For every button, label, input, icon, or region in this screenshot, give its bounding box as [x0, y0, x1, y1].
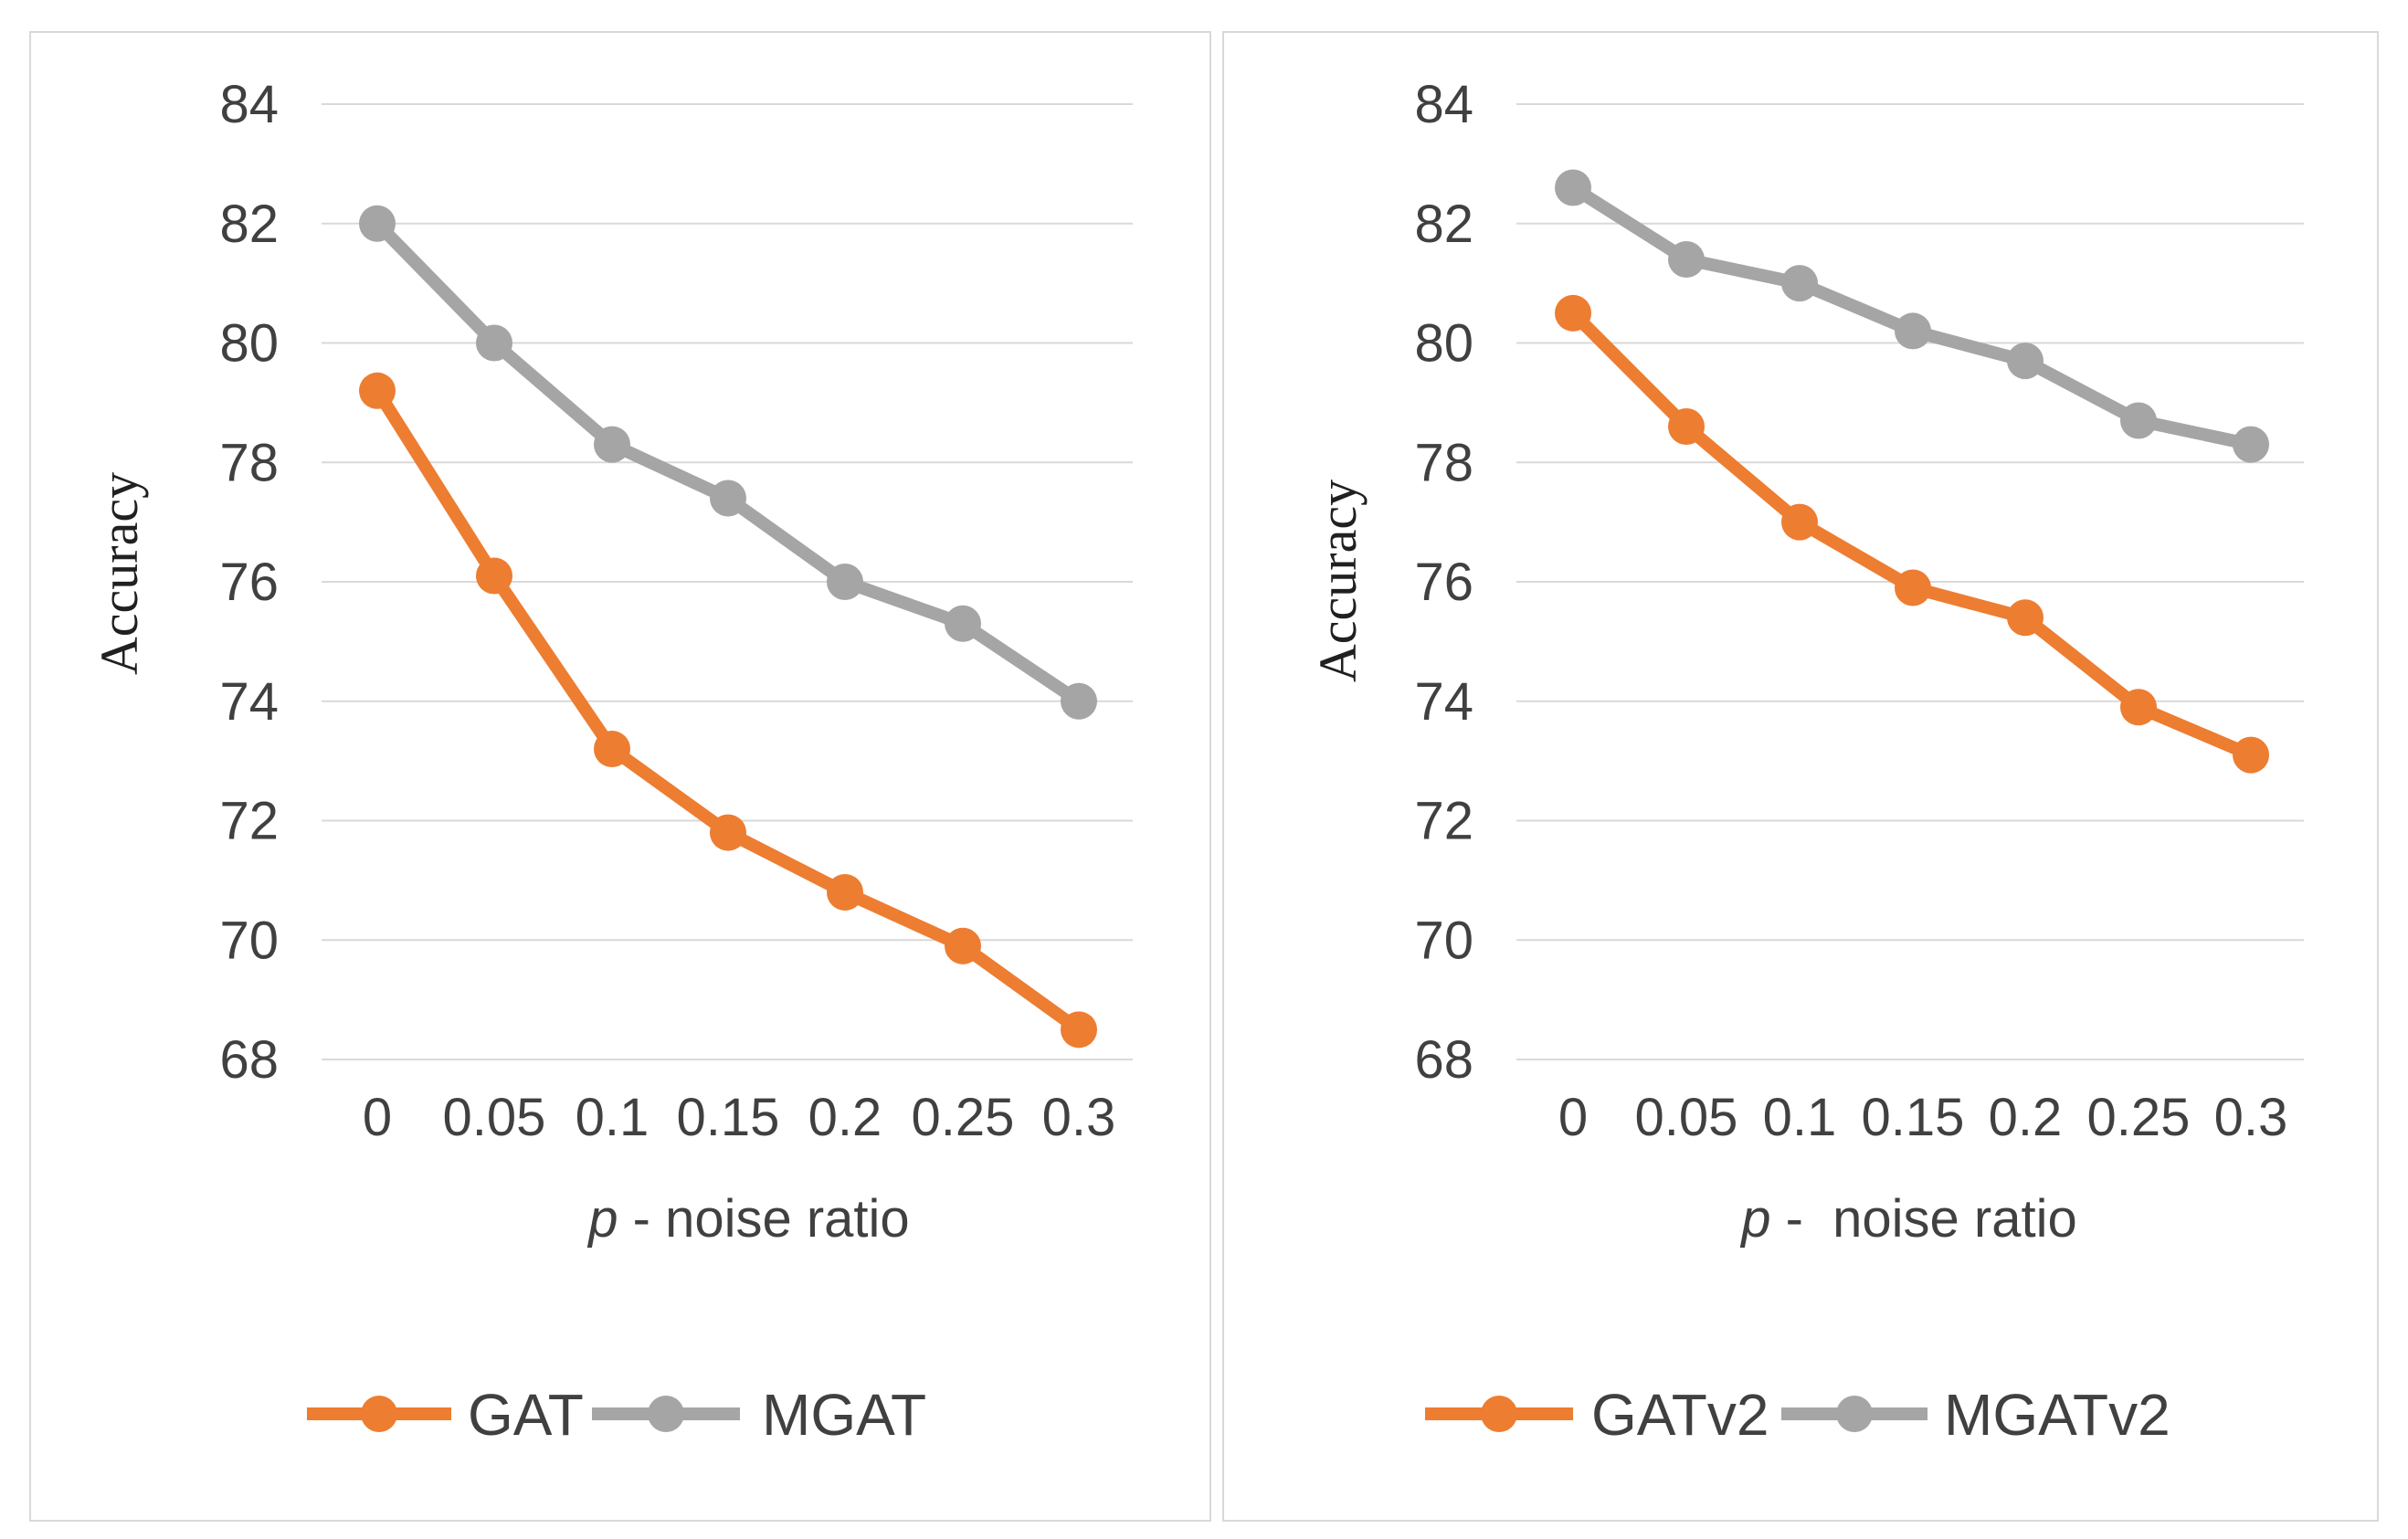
legend-marker-mgatv2: [1836, 1396, 1873, 1432]
legend-marker-gat: [361, 1396, 397, 1432]
y-axis-label: Accuracy: [1308, 480, 1368, 682]
data-point-gat: [359, 372, 396, 409]
y-axis-label: Accuracy: [90, 472, 149, 675]
legend-marker-gatv2: [1481, 1396, 1517, 1432]
y-tick-label: 80: [1414, 314, 1473, 374]
data-point-mgatv2: [1895, 312, 1931, 350]
y-tick-label: 74: [219, 672, 279, 732]
data-point-mgat: [594, 426, 630, 463]
data-point-gatv2: [2120, 689, 2157, 726]
x-axis-label: p - noise ratio: [1739, 1189, 2077, 1249]
y-tick-label: 84: [219, 75, 279, 134]
data-point-mgatv2: [2233, 426, 2269, 463]
data-point-gatv2: [2007, 599, 2044, 637]
data-point-gatv2: [1781, 503, 1818, 541]
x-tick-label: 0.15: [1862, 1088, 1965, 1147]
y-tick-label: 78: [219, 433, 279, 492]
x-tick-label: 0.05: [443, 1088, 546, 1147]
data-point-mgatv2: [1668, 240, 1705, 278]
y-tick-label: 76: [1414, 553, 1473, 612]
legend-label-mgat: MGAT: [762, 1382, 926, 1448]
data-point-gat: [945, 927, 981, 965]
x-tick-label: 0.05: [1635, 1088, 1738, 1147]
data-point-gat: [476, 557, 512, 595]
data-point-gat: [1061, 1011, 1097, 1049]
y-tick-label: 76: [219, 553, 279, 612]
data-point-mgatv2: [1555, 169, 1591, 206]
data-point-mgatv2: [1781, 265, 1818, 302]
x-axis-label: p - noise ratio: [586, 1189, 909, 1249]
x-tick-label: 0: [1558, 1088, 1588, 1147]
x-tick-label: 0.15: [677, 1088, 780, 1147]
data-point-mgat: [476, 324, 512, 362]
data-point-gatv2: [1668, 408, 1705, 446]
data-point-gatv2: [2233, 736, 2269, 774]
x-tick-label: 0.2: [1989, 1088, 2063, 1147]
data-point-gat: [710, 814, 746, 851]
data-point-mgat: [1061, 682, 1097, 720]
y-tick-label: 84: [1414, 75, 1473, 134]
y-tick-label: 74: [1414, 672, 1473, 732]
y-tick-label: 68: [219, 1030, 279, 1090]
legend-marker-mgat: [648, 1396, 684, 1432]
y-tick-label: 82: [219, 195, 279, 254]
y-tick-label: 70: [219, 911, 279, 970]
legend-label-gatv2: GATv2: [1591, 1382, 1769, 1448]
x-tick-label: 0.1: [576, 1088, 650, 1147]
legend-label-mgatv2: MGATv2: [1944, 1382, 2170, 1448]
y-tick-label: 78: [1414, 433, 1473, 492]
y-tick-label: 82: [1414, 195, 1473, 254]
x-tick-label: 0.2: [808, 1088, 882, 1147]
x-tick-label: 0.25: [912, 1088, 1015, 1147]
data-point-gatv2: [1895, 569, 1931, 606]
data-point-gat: [827, 873, 863, 911]
data-point-gat: [594, 731, 630, 768]
y-tick-label: 70: [1414, 911, 1473, 970]
x-tick-label: 0.1: [1763, 1088, 1837, 1147]
y-tick-label: 68: [1414, 1030, 1473, 1090]
y-tick-label: 72: [1414, 792, 1473, 851]
chart-panel-left: [29, 31, 1211, 1522]
x-tick-label: 0.3: [1042, 1088, 1116, 1147]
x-tick-label: 0.3: [2214, 1088, 2288, 1147]
data-point-mgatv2: [2120, 402, 2157, 439]
y-tick-label: 72: [219, 792, 279, 851]
data-point-mgatv2: [2007, 343, 2044, 380]
data-point-mgat: [710, 480, 746, 517]
data-point-mgat: [827, 564, 863, 600]
data-point-mgat: [359, 205, 396, 242]
x-tick-label: 0: [363, 1088, 392, 1147]
series-line-gatv2: [1567, 306, 2257, 762]
legend-label-gat: GAT: [468, 1382, 584, 1448]
data-point-gatv2: [1555, 294, 1591, 332]
x-tick-label: 0.25: [2087, 1088, 2191, 1147]
y-tick-label: 80: [219, 314, 279, 374]
data-point-mgat: [945, 605, 981, 642]
